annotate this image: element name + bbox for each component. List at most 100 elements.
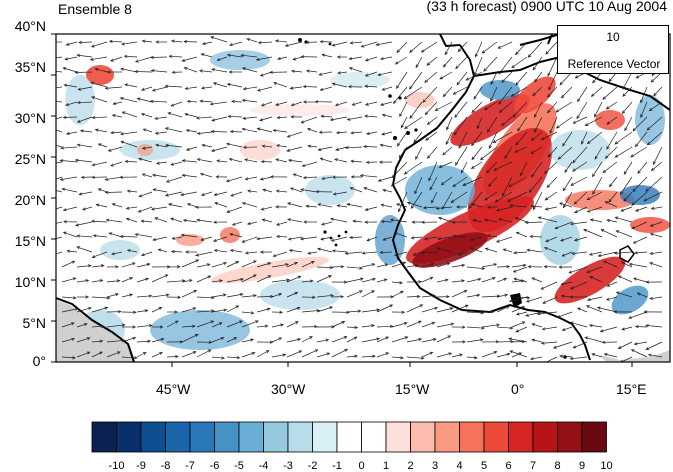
wind-vector-head	[46, 163, 49, 166]
wind-vector-head	[51, 87, 54, 90]
colorbar-label: 1	[374, 460, 398, 472]
field-anomaly	[620, 185, 660, 205]
lon-label: 0°	[511, 381, 524, 397]
wind-vector	[79, 42, 92, 43]
colorbar	[92, 422, 607, 452]
colorbar-label: 8	[546, 460, 570, 472]
reference-vector-box: 10 Reference Vector	[557, 25, 669, 74]
colorbar-label: -3	[276, 460, 300, 472]
wind-vector	[512, 342, 525, 343]
lon-label: 15°W	[395, 381, 429, 397]
colorbar-swatch	[411, 422, 436, 452]
wind-vector-head	[52, 100, 55, 103]
colorbar-label: -5	[227, 460, 251, 472]
plot-title-left: Ensemble 8	[58, 1, 132, 17]
colorbar-swatch	[117, 422, 142, 452]
colorbar-label: 10	[595, 460, 619, 472]
colorbar-label: 2	[399, 460, 423, 472]
field-anomaly	[305, 175, 355, 205]
wind-vector	[364, 147, 377, 148]
lon-label: 45°W	[156, 381, 190, 397]
wind-vector-head	[47, 224, 50, 227]
wind-vector	[64, 117, 77, 118]
colorbar-label: -10	[105, 460, 129, 472]
lat-label: 40°N	[2, 18, 46, 34]
wind-vector	[75, 72, 92, 73]
field-anomaly	[540, 215, 580, 265]
wind-vector	[497, 267, 509, 268]
wind-vector-head	[49, 41, 52, 44]
lat-label: 30°N	[2, 110, 46, 126]
colorbar-swatch	[533, 422, 558, 452]
colorbar-label: 5	[472, 460, 496, 472]
wind-vector-head	[48, 142, 51, 144]
colorbar-label: 4	[448, 460, 472, 472]
colorbar-swatch	[239, 422, 264, 452]
colorbar-label: -1	[325, 460, 349, 472]
colorbar-label: -6	[203, 460, 227, 472]
field-anomaly	[137, 144, 153, 156]
wind-vector-head	[47, 127, 50, 129]
colorbar-swatch	[484, 422, 509, 452]
lat-label: 15°N	[2, 233, 46, 249]
wind-vector-head	[49, 70, 52, 73]
lat-label: 0°	[2, 353, 46, 369]
wind-vector-head	[52, 178, 55, 180]
field-anomaly	[260, 280, 340, 310]
colorbar-swatch	[313, 422, 338, 452]
lat-label: 25°N	[2, 151, 46, 167]
field-anomaly	[480, 80, 520, 100]
colorbar-swatch	[386, 422, 411, 452]
wind-vector	[636, 327, 647, 328]
lat-label: 20°N	[2, 192, 46, 208]
colorbar-swatch	[288, 422, 313, 452]
wind-vector	[231, 132, 242, 133]
colorbar-label: 9	[570, 460, 594, 472]
colorbar-label: 6	[497, 460, 521, 472]
colorbar-swatch	[509, 422, 534, 452]
colorbar-label: -2	[301, 460, 325, 472]
colorbar-swatch	[264, 422, 289, 452]
wind-vector-head	[50, 57, 53, 60]
field-anomaly	[240, 140, 280, 160]
lon-label: 15°E	[616, 381, 647, 397]
colorbar-swatch	[215, 422, 240, 452]
wind-vector-head	[48, 254, 51, 257]
field-anomaly	[220, 227, 240, 243]
wind-vector	[151, 57, 167, 58]
colorbar-swatch	[141, 422, 166, 452]
field-anomaly	[405, 165, 475, 215]
field-anomaly	[375, 215, 405, 265]
reference-vector-label: Reference Vector	[560, 57, 668, 71]
wind-vector-head	[46, 188, 49, 191]
colorbar-label: 7	[521, 460, 545, 472]
colorbar-swatch	[190, 422, 215, 452]
colorbar-swatch	[435, 422, 460, 452]
field-anomaly	[595, 110, 625, 130]
wind-vector	[184, 42, 197, 43]
colorbar-label: -9	[129, 460, 153, 472]
reference-vector-magnitude: 10	[558, 30, 668, 44]
lon-label: 30°W	[271, 381, 305, 397]
field-anomaly	[100, 240, 140, 260]
colorbar-swatch	[166, 422, 191, 452]
wind-vector	[304, 87, 318, 88]
colorbar-label: -4	[252, 460, 276, 472]
plot-title-right: (33 h forecast) 0900 UTC 10 Aug 2004	[427, 0, 667, 14]
field-anomaly	[630, 217, 670, 233]
colorbar-swatch	[92, 422, 117, 452]
field-anomaly	[250, 104, 350, 116]
wind-vector	[167, 357, 178, 358]
colorbar-label: -7	[178, 460, 202, 472]
colorbar-label: 3	[423, 460, 447, 472]
wind-vector-head	[50, 209, 53, 211]
colorbar-label: -8	[154, 460, 178, 472]
colorbar-swatch	[460, 422, 485, 452]
colorbar-label: 0	[350, 460, 374, 472]
field-anomaly	[150, 310, 250, 350]
colorbar-swatch	[582, 422, 607, 452]
colorbar-swatch	[337, 422, 362, 452]
colorbar-swatch	[558, 422, 583, 452]
lat-label: 10°N	[2, 274, 46, 290]
wind-vector	[106, 192, 122, 193]
